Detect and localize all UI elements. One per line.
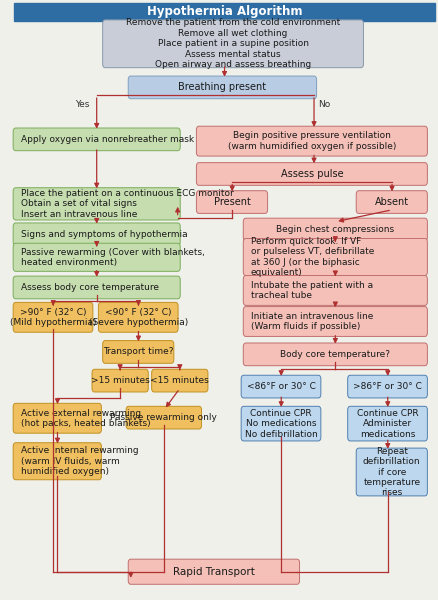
Text: Assess body core temperature: Assess body core temperature (21, 283, 159, 292)
Text: Repeat
defibrillation
if core
temperature
rises: Repeat defibrillation if core temperatur… (362, 446, 420, 497)
FancyBboxPatch shape (243, 275, 427, 305)
FancyBboxPatch shape (13, 276, 180, 299)
Text: <90° F (32° C)
(Severe hypothermia): <90° F (32° C) (Severe hypothermia) (88, 308, 187, 327)
FancyBboxPatch shape (128, 76, 316, 99)
FancyBboxPatch shape (92, 369, 148, 392)
Text: >15 minutes: >15 minutes (91, 376, 149, 385)
FancyBboxPatch shape (347, 406, 427, 441)
FancyBboxPatch shape (98, 302, 178, 332)
Text: <15 minutes: <15 minutes (150, 376, 208, 385)
FancyBboxPatch shape (240, 406, 320, 441)
Text: No: No (318, 100, 330, 109)
Text: Present: Present (213, 197, 250, 207)
Text: Apply oxygen via nonrebreather mask: Apply oxygen via nonrebreather mask (21, 135, 194, 144)
FancyBboxPatch shape (13, 188, 180, 220)
Text: Passive rewarming only: Passive rewarming only (110, 413, 217, 422)
FancyBboxPatch shape (13, 403, 101, 433)
Text: <86°F or 30° C: <86°F or 30° C (246, 382, 315, 391)
Text: Hypothermia Algorithm: Hypothermia Algorithm (146, 5, 302, 18)
Text: Active external rewarming
(hot packs, heated blankets): Active external rewarming (hot packs, he… (21, 409, 150, 428)
FancyBboxPatch shape (13, 223, 180, 245)
Text: Rapid Transport: Rapid Transport (173, 567, 254, 577)
Text: Absent: Absent (374, 197, 408, 207)
FancyBboxPatch shape (102, 341, 173, 364)
FancyBboxPatch shape (355, 191, 427, 214)
Text: Place the patient on a continuous ECG monitor
Obtain a set of vital signs
Insert: Place the patient on a continuous ECG mo… (21, 189, 233, 219)
Text: Perform quick look. If VF
or pulseless VT, defibrillate
at 360 J (or the biphasi: Perform quick look. If VF or pulseless V… (251, 237, 374, 277)
Text: Yes: Yes (74, 100, 89, 109)
Text: Transport time?: Transport time? (103, 347, 173, 356)
Text: Body core temperature?: Body core temperature? (280, 350, 389, 359)
Text: Assess pulse: Assess pulse (280, 169, 343, 179)
FancyBboxPatch shape (243, 218, 427, 241)
Text: Signs and symptoms of hypothermia: Signs and symptoms of hypothermia (21, 230, 187, 239)
FancyBboxPatch shape (196, 163, 427, 185)
FancyBboxPatch shape (13, 302, 93, 332)
FancyBboxPatch shape (13, 243, 180, 271)
Text: Passive rewarming (Cover with blankets,
heated environment): Passive rewarming (Cover with blankets, … (21, 248, 204, 267)
Text: >90° F (32° C)
(Mild hypothermia): >90° F (32° C) (Mild hypothermia) (10, 308, 96, 327)
Text: Active internal rewarming
(warm IV fluids, warm
humidified oxygen): Active internal rewarming (warm IV fluid… (21, 446, 138, 476)
FancyBboxPatch shape (151, 369, 208, 392)
Text: Begin chest compressions: Begin chest compressions (276, 225, 393, 234)
FancyBboxPatch shape (243, 238, 427, 275)
FancyBboxPatch shape (196, 126, 427, 156)
Text: Continue CPR
No medications
No defibrillation: Continue CPR No medications No defibrill… (244, 409, 317, 439)
Text: Breathing present: Breathing present (178, 82, 266, 92)
FancyBboxPatch shape (13, 128, 180, 151)
FancyBboxPatch shape (243, 343, 427, 365)
FancyBboxPatch shape (355, 448, 427, 496)
FancyBboxPatch shape (347, 375, 427, 398)
FancyBboxPatch shape (196, 191, 267, 214)
FancyBboxPatch shape (13, 443, 101, 480)
FancyBboxPatch shape (243, 307, 427, 337)
Text: Initiate an intravenous line
(Warm fluids if possible): Initiate an intravenous line (Warm fluid… (251, 312, 372, 331)
FancyBboxPatch shape (126, 406, 201, 429)
FancyBboxPatch shape (128, 559, 299, 584)
FancyBboxPatch shape (240, 375, 320, 398)
Text: Continue CPR
Administer
medications: Continue CPR Administer medications (356, 409, 417, 439)
Text: Remove the patient from the cold environment
Remove all wet clothing
Place patie: Remove the patient from the cold environ… (126, 19, 339, 69)
Text: >86°F or 30° C: >86°F or 30° C (352, 382, 421, 391)
FancyBboxPatch shape (102, 20, 363, 68)
Text: Intubate the patient with a
tracheal tube: Intubate the patient with a tracheal tub… (251, 281, 372, 300)
Text: Begin positive pressure ventilation
(warm humidified oxygen if possible): Begin positive pressure ventilation (war… (227, 131, 395, 151)
FancyBboxPatch shape (14, 2, 434, 20)
